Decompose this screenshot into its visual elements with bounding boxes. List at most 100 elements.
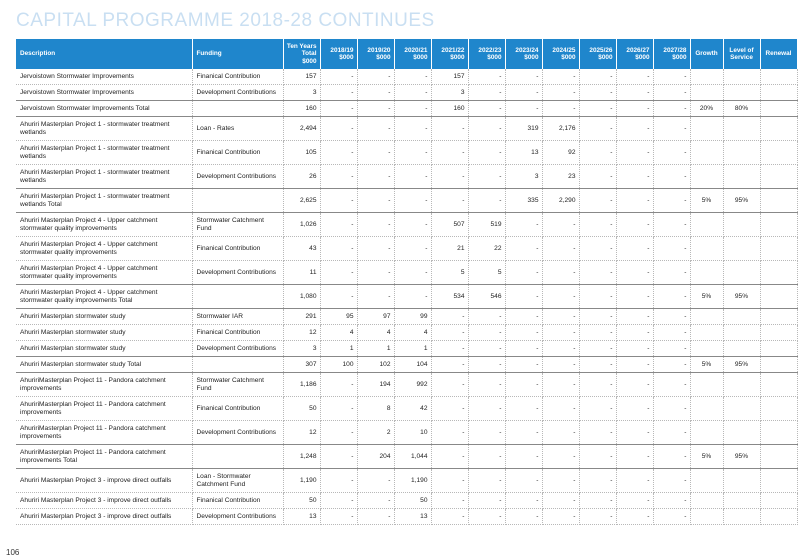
description-cell: Ahuriri Masterplan Project 4 - Upper cat… [16,260,193,285]
year-2022-23-cell: - [468,372,506,397]
column-header: Ten Years Total $000 [283,39,321,69]
year-2027-28-cell: - [653,188,691,213]
year-2026-27-cell: - [616,308,654,325]
year-2027-28-cell: - [653,116,691,141]
year-2025-26-cell: - [579,84,617,101]
year-2019-20-cell: 102 [357,356,395,373]
funding-cell: Finanical Contribution [192,324,284,341]
year-2024-25-cell: 2,176 [542,116,580,141]
year-2026-27-cell: - [616,212,654,237]
description-cell: Jervoistown Stormwater Improvements [16,69,193,85]
ten-year-total-cell: 157 [283,69,321,85]
renewal-cell [760,212,798,237]
year-2025-26-cell: - [579,356,617,373]
year-2025-26-cell: - [579,324,617,341]
table-total-row: Jervoistown Stormwater Improvements Tota… [16,100,798,117]
year-2021-22-cell: - [431,308,469,325]
level-of-service-cell [723,260,761,285]
table-total-row: Ahuriri Masterplan Project 4 - Upper cat… [16,284,798,309]
year-2020-21-cell: - [394,284,432,309]
year-2021-22-cell: - [431,492,469,509]
year-2021-22-cell: 21 [431,236,469,261]
column-header: 2019/20 $000 [357,39,395,69]
table-row: AhuririMasterplan Project 11 - Pandora c… [16,420,798,445]
funding-cell: Development Contributions [192,164,284,189]
year-2023-24-cell: - [505,69,543,85]
year-2024-25-cell: - [542,444,580,469]
year-2019-20-cell: - [357,236,395,261]
year-2019-20-cell: - [357,84,395,101]
ten-year-total-cell: 105 [283,140,321,165]
year-2023-24-cell: - [505,84,543,101]
year-2020-21-cell: - [394,260,432,285]
year-2021-22-cell: 5 [431,260,469,285]
year-2021-22-cell: 160 [431,100,469,117]
year-2019-20-cell: - [357,69,395,85]
year-2019-20-cell: - [357,212,395,237]
level-of-service-cell [723,324,761,341]
year-2018-19-cell: 95 [320,308,358,325]
year-2024-25-cell: - [542,324,580,341]
funding-cell [192,356,284,373]
renewal-cell [760,340,798,357]
level-of-service-cell [723,420,761,445]
year-2024-25-cell: - [542,100,580,117]
year-2021-22-cell: - [431,356,469,373]
ten-year-total-cell: 1,248 [283,444,321,469]
description-cell: Ahuriri Masterplan stormwater study [16,308,193,325]
year-2021-22-cell: - [431,508,469,525]
growth-cell [690,420,724,445]
year-2021-22-cell: - [431,164,469,189]
year-2024-25-cell: - [542,356,580,373]
description-cell: AhuririMasterplan Project 11 - Pandora c… [16,444,193,469]
year-2019-20-cell: - [357,260,395,285]
year-2020-21-cell: - [394,164,432,189]
year-2019-20-cell: - [357,492,395,509]
table-row: Ahuriri Masterplan Project 1 - stormwate… [16,140,798,165]
renewal-cell [760,372,798,397]
level-of-service-cell [723,69,761,85]
year-2027-28-cell: - [653,492,691,509]
renewal-cell [760,260,798,285]
description-cell: Ahuriri Masterplan Project 1 - stormwate… [16,140,193,165]
renewal-cell [760,188,798,213]
description-cell: Ahuriri Masterplan stormwater study [16,324,193,341]
funding-cell: Development Contributions [192,260,284,285]
ten-year-total-cell: 13 [283,508,321,525]
ten-year-total-cell: 43 [283,236,321,261]
growth-cell [690,508,724,525]
growth-cell: 5% [690,356,724,373]
year-2022-23-cell: - [468,492,506,509]
renewal-cell [760,324,798,341]
renewal-cell [760,140,798,165]
year-2020-21-cell: - [394,116,432,141]
year-2021-22-cell: - [431,324,469,341]
year-2023-24-cell: - [505,236,543,261]
year-2021-22-cell: - [431,444,469,469]
year-2027-28-cell: - [653,340,691,357]
year-2026-27-cell: - [616,236,654,261]
year-2022-23-cell: - [468,340,506,357]
table-row: AhuririMasterplan Project 11 - Pandora c… [16,372,798,397]
year-2019-20-cell: - [357,100,395,117]
year-2020-21-cell: 104 [394,356,432,373]
description-cell: Ahuriri Masterplan Project 4 - Upper cat… [16,212,193,237]
year-2023-24-cell: - [505,340,543,357]
year-2024-25-cell: - [542,420,580,445]
table-total-row: Ahuriri Masterplan Project 1 - stormwate… [16,188,798,213]
table-total-row: AhuririMasterplan Project 11 - Pandora c… [16,444,798,469]
table-row: Ahuriri Masterplan Project 3 - improve d… [16,508,798,525]
column-header: 2026/27 $000 [616,39,654,69]
year-2019-20-cell: 8 [357,396,395,421]
funding-cell: Development Contributions [192,420,284,445]
year-2020-21-cell: 42 [394,396,432,421]
year-2023-24-cell: - [505,212,543,237]
year-2022-23-cell: 22 [468,236,506,261]
year-2027-28-cell: - [653,508,691,525]
year-2018-19-cell: - [320,84,358,101]
year-2023-24-cell: 3 [505,164,543,189]
column-header: Growth [690,39,724,69]
year-2027-28-cell: - [653,468,691,493]
year-2023-24-cell: - [505,308,543,325]
year-2024-25-cell: - [542,372,580,397]
